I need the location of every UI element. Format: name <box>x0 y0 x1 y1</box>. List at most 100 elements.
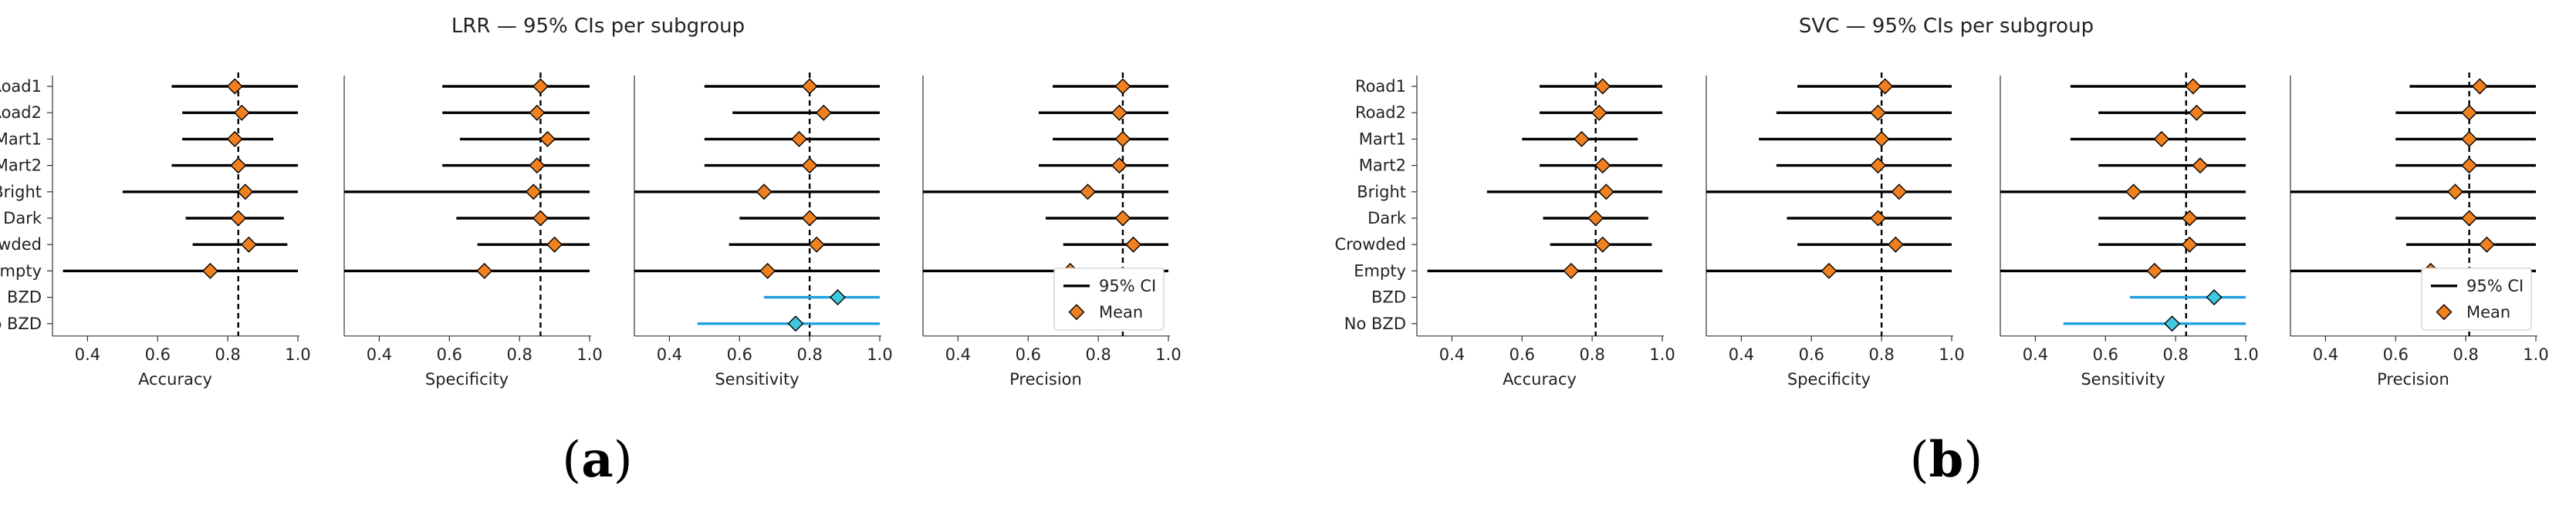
mean-marker <box>532 78 549 95</box>
mean-marker <box>240 236 257 253</box>
mean-marker <box>1820 262 1837 279</box>
panel-caption: (a) <box>562 431 632 489</box>
x-tick-label: 0.4 <box>2023 345 2048 364</box>
mean-marker <box>201 262 218 279</box>
mean-marker <box>1594 157 1611 174</box>
x-tick-label: 0.6 <box>1509 345 1535 364</box>
mean-marker <box>1111 157 1127 174</box>
x-tick-label: 0.8 <box>1579 345 1604 364</box>
subgroup-label: Bright <box>0 183 42 201</box>
subgroup-label: Mart1 <box>0 130 42 148</box>
x-axis-title: Sensitivity <box>715 370 799 389</box>
mean-marker <box>2461 210 2478 227</box>
x-tick-label: 1.0 <box>1649 345 1675 364</box>
mean-marker <box>2153 130 2170 147</box>
legend-mean-swatch <box>1068 304 1085 321</box>
x-axis-title: Accuracy <box>1503 370 1577 389</box>
mean-marker <box>1591 104 1607 121</box>
mean-marker <box>1597 183 1614 200</box>
mean-marker <box>815 104 832 121</box>
mean-marker <box>2164 315 2181 332</box>
subgroup-label: BZD <box>7 288 42 307</box>
subgroup-label: Mart1 <box>1359 130 1406 148</box>
mean-marker <box>2181 236 2198 253</box>
mean-marker <box>801 210 818 227</box>
mean-marker <box>1587 210 1604 227</box>
subgroup-label: BZD <box>1371 288 1406 307</box>
legend-ci-label: 95% CI <box>1099 277 1156 295</box>
metric-sensitivity: 0.4 0.6 0.8 1.0 Sensitivity <box>634 72 893 389</box>
mean-marker <box>1594 236 1611 253</box>
subgroup-label: No BZD <box>0 315 42 333</box>
mean-marker <box>1125 236 1142 253</box>
subgroup-label: Dark <box>3 209 42 227</box>
x-tick-label: 1.0 <box>867 345 892 364</box>
x-tick-label: 0.4 <box>945 345 971 364</box>
mean-marker <box>1887 236 1904 253</box>
x-tick-label: 0.6 <box>145 345 171 364</box>
caption-open: ( <box>1910 432 1929 489</box>
mean-marker <box>1873 130 1890 147</box>
mean-marker <box>230 157 247 174</box>
mean-marker <box>787 315 804 332</box>
subgroup-label: Bright <box>1357 183 1406 201</box>
panel-title: SVC — 95% CIs per subgroup <box>1799 15 2094 38</box>
mean-marker <box>1877 78 1894 95</box>
mean-marker <box>230 210 247 227</box>
mean-marker <box>226 130 243 147</box>
legend-ci-label: 95% CI <box>2466 277 2524 295</box>
caption-letter: b <box>1929 431 1964 489</box>
mean-marker <box>2461 157 2478 174</box>
mean-marker <box>1574 130 1591 147</box>
subgroup-label: Mart2 <box>0 157 42 175</box>
mean-marker <box>1891 183 1908 200</box>
mean-marker <box>233 104 250 121</box>
x-tick-label: 0.6 <box>1016 345 1041 364</box>
panel-lrr: LRR — 95% CIs per subgroup Road1 Road2 Mart… <box>0 15 1182 489</box>
mean-marker <box>791 130 808 147</box>
mean-marker <box>1114 78 1131 95</box>
legend-mean-swatch <box>2436 304 2453 321</box>
x-tick-label: 1.0 <box>2233 345 2258 364</box>
mean-marker <box>476 262 493 279</box>
caption-letter: a <box>581 431 613 489</box>
metric-accuracy: 0.4 0.6 0.8 1.0 Accuracy <box>1416 72 1675 389</box>
x-axis-title: Precision <box>1009 370 1082 389</box>
subgroup-label: Empty <box>1354 261 1406 280</box>
x-tick-label: 0.8 <box>215 345 240 364</box>
mean-marker <box>2192 157 2209 174</box>
subgroup-label: Crowded <box>0 235 42 254</box>
x-tick-label: 0.4 <box>657 345 682 364</box>
x-tick-label: 0.6 <box>437 345 462 364</box>
caption-open: ( <box>562 432 581 489</box>
mean-marker <box>2461 104 2478 121</box>
mean-marker <box>2206 289 2223 306</box>
x-tick-label: 0.4 <box>1439 345 1465 364</box>
x-axis-title: Specificity <box>1787 370 1871 389</box>
subgroup-label: Crowded <box>1335 235 1406 254</box>
mean-marker <box>2181 210 2198 227</box>
x-tick-label: 1.0 <box>1939 345 1964 364</box>
mean-marker <box>1870 210 1887 227</box>
caption-close: ) <box>1963 432 1983 489</box>
mean-marker <box>1114 210 1131 227</box>
x-tick-label: 1.0 <box>576 345 602 364</box>
metric-specificity: 0.4 0.6 0.8 1.0 Specificity <box>343 72 603 389</box>
x-tick-label: 0.4 <box>75 345 100 364</box>
subgroup-label: Road2 <box>0 103 42 122</box>
x-axis-title: Accuracy <box>138 370 212 389</box>
panel-title: LRR — 95% CIs per subgroup <box>451 15 745 38</box>
legend-mean-label: Mean <box>2466 303 2510 322</box>
mean-marker <box>756 183 772 200</box>
mean-marker <box>2185 78 2202 95</box>
legend-mean-label: Mean <box>1099 303 1143 322</box>
metric-precision: 0.4 0.6 0.8 1.0 Precision 95% CI Mean <box>922 72 1182 389</box>
x-tick-label: 0.4 <box>367 345 392 364</box>
subgroup-label: Empty <box>0 261 42 280</box>
mean-marker <box>1563 262 1580 279</box>
subgroup-label: Road1 <box>1355 77 1406 96</box>
mean-marker <box>529 104 546 121</box>
panel-svc: SVC — 95% CIs per subgroup Road1 Road2 Mart… <box>1335 15 2549 489</box>
mean-marker <box>539 130 556 147</box>
